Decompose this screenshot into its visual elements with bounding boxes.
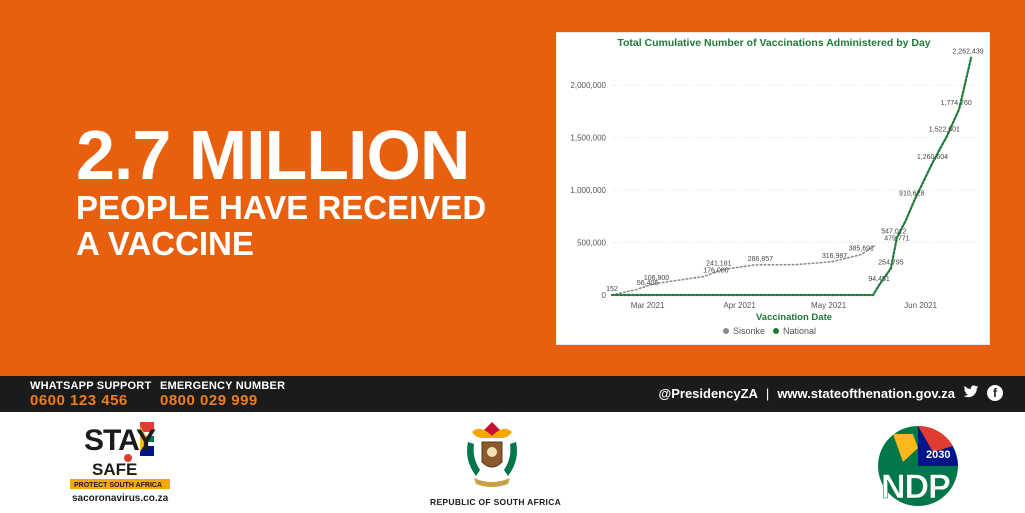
data-label: 2,262,439: [953, 49, 984, 56]
data-label: 241,181: [706, 261, 731, 268]
south-africa-flag-icon: [140, 422, 154, 456]
whatsapp-contact: WHATSAPP SUPPORT 0600 123 456: [30, 380, 151, 409]
emergency-label: EMERGENCY NUMBER: [160, 380, 286, 392]
facebook-icon[interactable]: f: [987, 385, 1003, 401]
tagline-background: [70, 479, 170, 489]
legend-label-national: National: [783, 326, 816, 336]
coat-of-arms-label: REPUBLIC OF SOUTH AFRICA: [430, 497, 562, 507]
x-tick-label: Mar 2021: [631, 301, 665, 310]
chart-title: Total Cumulative Number of Vaccinations …: [617, 37, 930, 49]
data-label: 479,771: [884, 236, 909, 243]
data-label: 385,691: [849, 246, 874, 253]
chart-x-axis-label: Vaccination Date: [756, 312, 832, 323]
series-line-sisonke: [611, 243, 877, 296]
ndp-year: 2030: [926, 449, 950, 461]
legend-marker-national: [773, 328, 779, 334]
data-label: 254,795: [878, 259, 903, 266]
twitter-icon[interactable]: [963, 385, 979, 401]
legend-marker-sisonke: [723, 328, 729, 334]
stay-safe-logo: STAY SAFE PROTECT SOUTH AFRICA: [70, 422, 170, 489]
data-label: 1,260,604: [917, 154, 948, 161]
headline-figure: 2.7 MILLION: [76, 116, 470, 194]
data-label: 1,522,601: [929, 126, 960, 133]
emergency-number[interactable]: 0800 029 999: [160, 392, 258, 409]
ndp-text: NDP: [881, 468, 950, 506]
data-label: 547,012: [881, 229, 906, 236]
emergency-contact: EMERGENCY NUMBER 0800 029 999: [160, 380, 285, 409]
data-label: 286,857: [748, 256, 773, 263]
data-label: 910,628: [899, 191, 924, 198]
y-tick-label: 1,000,000: [570, 186, 606, 195]
series-line-national: [610, 56, 973, 297]
stay-safe-tagline: PROTECT SOUTH AFRICA: [74, 482, 162, 489]
y-tick-label: 2,000,000: [570, 81, 606, 90]
chart-series: [610, 56, 973, 297]
coat-of-arms-icon: [467, 422, 517, 487]
data-label: 56,405: [637, 280, 659, 287]
legend-label-sisonke: Sisonke: [733, 326, 765, 336]
data-label: 1,774,760: [941, 100, 972, 107]
ndp-2030-logo: 2030 NDP: [878, 425, 958, 506]
y-tick-label: 0: [602, 291, 607, 300]
chart-gridlines: [612, 84, 977, 244]
data-label: 176,080: [703, 268, 728, 275]
y-tick-label: 500,000: [577, 239, 606, 248]
orange-banner: 2.7 MILLION PEOPLE HAVE RECEIVED A VACCI…: [0, 0, 1025, 376]
x-tick-label: Jun 2021: [904, 301, 937, 310]
stay-safe-line1: STAY: [84, 424, 156, 457]
data-label: 94,451: [868, 276, 890, 283]
stay-safe-line2: SAFE: [92, 460, 137, 479]
headline-subtitle: PEOPLE HAVE RECEIVED A VACCINE: [76, 189, 487, 262]
separator: |: [765, 385, 770, 401]
heart-icon: [124, 454, 132, 462]
x-tick-label: Apr 2021: [723, 301, 756, 310]
y-tick-label: 1,500,000: [570, 134, 606, 143]
sacoronavirus-site[interactable]: sacoronavirus.co.za: [72, 493, 169, 504]
contact-footer-bar: WHATSAPP SUPPORT 0600 123 456 EMERGENCY …: [0, 376, 1025, 412]
sona-website-link[interactable]: www.stateofthenation.gov.za: [777, 385, 955, 401]
whatsapp-number[interactable]: 0600 123 456: [30, 392, 128, 409]
x-tick-label: May 2021: [811, 301, 847, 310]
chart-legend: Sisonke National: [723, 326, 816, 336]
social-links: @PresidencyZA | www.stateofthenation.gov…: [659, 385, 1003, 401]
data-label: 106,900: [644, 275, 669, 282]
chart-axes: 0 500,000 1,000,000 1,500,000 2,000,000 Mar 2…: [570, 81, 937, 310]
data-label: 316,987: [822, 253, 847, 260]
vaccination-chart: 152 56,405 106,900 176,080 241,181 286,857 316…: [556, 32, 990, 345]
whatsapp-label: WHATSAPP SUPPORT: [30, 380, 152, 392]
data-label: 152: [606, 286, 618, 293]
presidency-handle[interactable]: @PresidencyZA: [658, 385, 758, 401]
